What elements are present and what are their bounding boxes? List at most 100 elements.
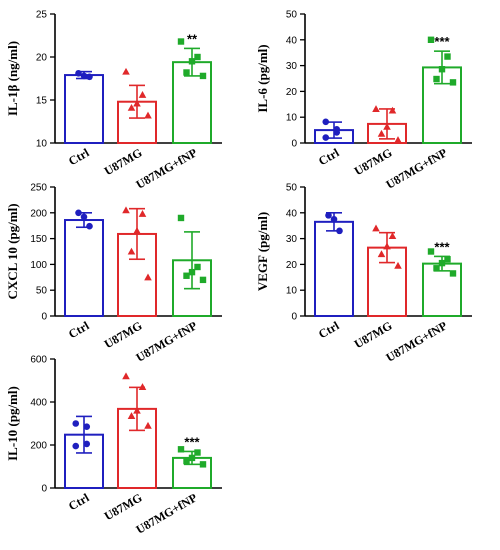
data-point bbox=[427, 36, 435, 43]
data-point bbox=[388, 232, 397, 240]
y-tick-label: 20 bbox=[286, 260, 298, 271]
x-category-label: Ctrl bbox=[66, 145, 92, 168]
x-category-label: U87MG+fNP bbox=[383, 318, 449, 364]
data-point bbox=[122, 206, 130, 214]
data-point bbox=[322, 118, 330, 126]
y-tick-label: 150 bbox=[30, 234, 47, 245]
data-point bbox=[377, 250, 386, 258]
data-point bbox=[336, 227, 343, 235]
data-point bbox=[138, 383, 147, 390]
y-axis-title: IL-1β (ng/ml) bbox=[5, 41, 20, 116]
data-point bbox=[75, 70, 82, 77]
y-axis-title: CXCL 10 (pg/ml) bbox=[5, 203, 20, 299]
data-point bbox=[177, 214, 185, 222]
data-point bbox=[188, 58, 196, 65]
data-point bbox=[144, 111, 152, 119]
data-point bbox=[444, 256, 451, 263]
data-point bbox=[194, 449, 201, 456]
data-point bbox=[144, 273, 152, 281]
y-tick-label: 0 bbox=[291, 139, 297, 150]
significance-label: *** bbox=[434, 239, 450, 254]
data-point bbox=[388, 106, 397, 114]
data-point bbox=[80, 213, 88, 221]
data-point bbox=[133, 406, 141, 414]
x-category-label: U87MG+fNP bbox=[133, 145, 199, 191]
data-point bbox=[194, 53, 201, 61]
y-tick-label: 40 bbox=[286, 208, 298, 219]
data-point bbox=[438, 66, 446, 73]
data-point bbox=[325, 212, 332, 219]
y-tick-label: 50 bbox=[286, 183, 298, 194]
data-point bbox=[138, 210, 147, 217]
data-point bbox=[183, 69, 190, 76]
data-point bbox=[80, 72, 88, 80]
data-point bbox=[138, 91, 147, 98]
data-point bbox=[433, 265, 440, 272]
y-tick-label: 400 bbox=[30, 398, 47, 409]
data-point bbox=[330, 215, 338, 223]
data-point bbox=[144, 421, 152, 429]
data-point bbox=[394, 136, 402, 143]
data-point bbox=[372, 224, 380, 232]
x-category-label: U87MG+fNP bbox=[133, 318, 199, 364]
y-tick-label: 15 bbox=[36, 96, 48, 107]
y-tick-label: 40 bbox=[286, 35, 298, 46]
data-point bbox=[449, 270, 457, 277]
x-category-label: U87MG bbox=[102, 145, 145, 178]
data-point bbox=[133, 99, 141, 107]
y-axis-title: VEGF (pg/ml) bbox=[255, 212, 270, 291]
data-point bbox=[183, 457, 190, 465]
x-category-label: U87MG+fNP bbox=[383, 145, 449, 191]
y-tick-label: 100 bbox=[30, 260, 47, 271]
data-point bbox=[449, 79, 457, 86]
data-point bbox=[194, 263, 201, 271]
y-tick-label: 50 bbox=[36, 286, 48, 297]
data-point bbox=[394, 261, 402, 269]
data-point bbox=[83, 440, 91, 448]
data-point bbox=[72, 420, 80, 427]
data-point bbox=[127, 247, 136, 255]
x-category-label: Ctrl bbox=[66, 490, 92, 513]
x-category-label: Ctrl bbox=[66, 318, 92, 341]
y-axis-title: IL-10 (pg/ml) bbox=[5, 386, 20, 461]
y-tick-label: 200 bbox=[30, 441, 47, 452]
data-point bbox=[72, 442, 80, 450]
y-tick-label: 600 bbox=[30, 355, 47, 366]
y-tick-label: 10 bbox=[286, 286, 298, 297]
significance-label: *** bbox=[434, 34, 450, 49]
data-point bbox=[199, 276, 207, 284]
data-point bbox=[372, 105, 380, 112]
data-point bbox=[188, 454, 196, 462]
x-category-label: U87MG bbox=[102, 490, 145, 523]
data-point bbox=[122, 67, 130, 75]
data-point bbox=[199, 72, 207, 80]
y-tick-label: 10 bbox=[36, 139, 48, 150]
data-point bbox=[199, 461, 207, 468]
y-tick-label: 200 bbox=[30, 208, 47, 219]
data-point bbox=[183, 272, 190, 279]
data-point bbox=[433, 75, 440, 83]
chart-panel-4: 0 10 20 30 40 50 VEGF (pg/ml) Ctrl U87MG *** U87MG… bbox=[255, 183, 472, 365]
y-tick-label: 250 bbox=[30, 183, 47, 194]
y-tick-label: 30 bbox=[286, 234, 298, 245]
x-category-label: Ctrl bbox=[316, 145, 342, 168]
data-point bbox=[322, 134, 330, 141]
data-point bbox=[383, 122, 391, 130]
x-category-label: U87MG bbox=[102, 318, 145, 351]
data-point bbox=[86, 73, 93, 81]
data-point bbox=[383, 242, 391, 250]
data-point bbox=[127, 412, 136, 420]
data-point bbox=[86, 222, 93, 230]
bar-ctrl bbox=[64, 74, 104, 144]
y-tick-label: 0 bbox=[291, 312, 297, 323]
significance-label: ** bbox=[187, 31, 198, 46]
chart-panel-5: 0 200 400 600 IL-10 (pg/ml) Ctrl U87MG *** U87MG… bbox=[5, 355, 222, 537]
data-point bbox=[177, 38, 185, 45]
data-point bbox=[127, 103, 136, 111]
data-point bbox=[83, 423, 91, 431]
chart-panel-2: 0 10 20 30 40 50 IL-6 (pg/ml) Ctrl U87MG *** U87MG… bbox=[255, 10, 472, 192]
data-point bbox=[75, 209, 82, 217]
significance-label: *** bbox=[184, 434, 200, 449]
y-tick-label: 0 bbox=[41, 484, 47, 495]
